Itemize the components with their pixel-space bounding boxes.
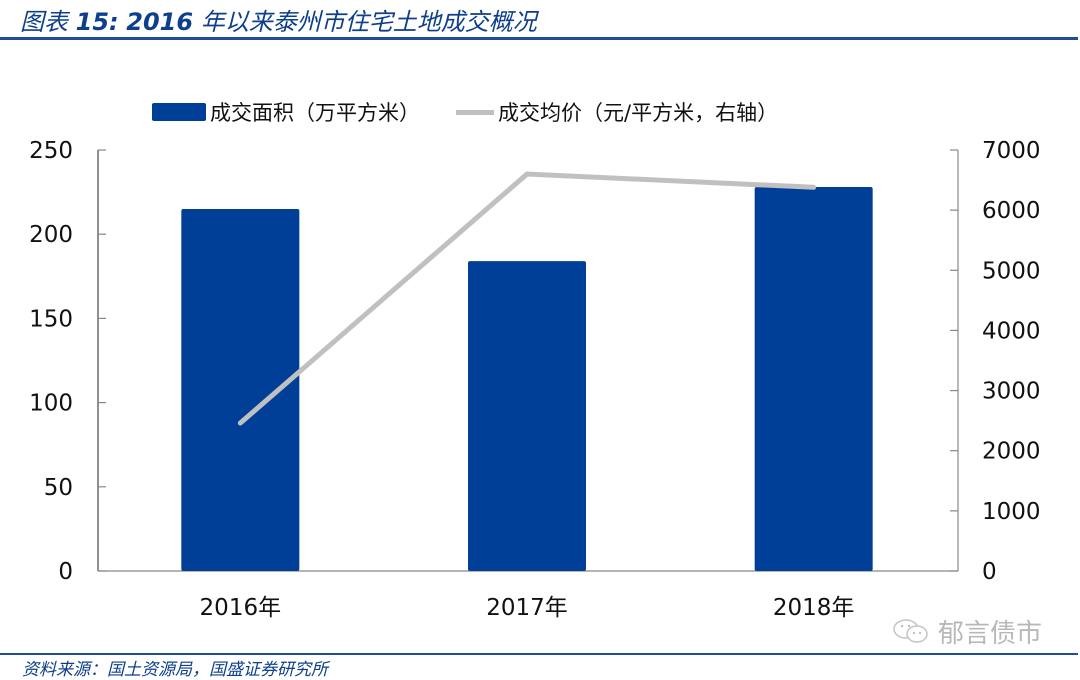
title-divider [0,37,1078,40]
price-line [237,171,817,426]
x-axis-labels: 2016年 2017年 2018年 [200,595,855,621]
left-axis-tick-label: 200 [29,222,73,248]
source-note: 资料来源：国土资源局，国盛证券研究所 [22,660,328,680]
footer-divider [0,653,1078,655]
right-axis-tick-label: 7000 [982,138,1041,164]
title-year: 2016 [126,8,194,36]
right-axis-tick-label: 3000 [982,379,1041,405]
left-axis-tick-label: 150 [29,306,73,332]
chart-legend: 成交面积（万平方米） 成交均价（元/平方米，右轴） [152,98,778,126]
right-axis-tick-label: 4000 [982,318,1041,344]
title-prefix: 图表 [20,8,68,36]
right-axis-tick-label: 1000 [982,499,1041,525]
x-axis-label: 2016年 [200,595,282,621]
legend-bar-label: 成交面积（万平方米） [210,101,420,125]
left-axis-tick-label: 0 [58,559,73,585]
legend-bar-swatch-icon [152,103,206,121]
legend-line-label: 成交均价（元/平方米，右轴） [498,101,779,125]
right-axis-tick-label: 6000 [982,198,1041,224]
bar-series [181,187,873,571]
line-series [237,171,817,426]
bar-2018年 [754,187,873,571]
watermark: 郁言债市 [892,613,1042,650]
legend-line-swatch-icon [456,109,494,115]
bar-2017年 [468,261,586,571]
right-y-axis: 0 1000 2000 3000 4000 5000 6000 7000 [950,138,1041,585]
x-axis-label: 2018年 [773,595,855,621]
x-axis-label: 2017年 [486,595,568,621]
left-axis-tick-label: 50 [44,475,73,501]
left-axis-tick-label: 250 [29,138,73,164]
wechat-icon [892,618,932,646]
right-axis-tick-label: 0 [982,559,997,585]
bar-2016年 [181,208,300,571]
title-number: 15: [75,8,119,36]
left-axis-tick-label: 100 [29,391,73,417]
right-axis-tick-label: 5000 [982,258,1041,284]
title-text: 年以来泰州市住宅土地成交概况 [200,8,537,36]
right-axis-tick-label: 2000 [982,439,1041,465]
chart-title: 图表 15: 2016 年以来泰州市住宅土地成交概况 [20,2,537,37]
watermark-text: 郁言债市 [938,619,1043,649]
